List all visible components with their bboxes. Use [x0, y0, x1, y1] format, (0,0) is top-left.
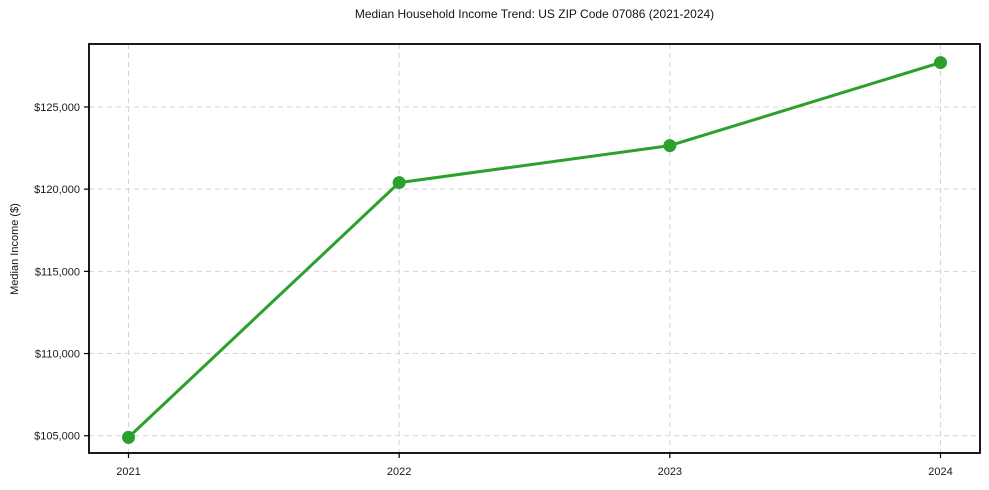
trend-line: [127, 61, 942, 439]
y-tick-label: $110,000: [35, 349, 80, 361]
data-point-2023: [663, 139, 677, 153]
data-point-2024: [934, 56, 947, 70]
y-axis-label: Median Income ($): [9, 203, 21, 295]
y-tick-label: $120,000: [34, 184, 80, 196]
x-tick-label: 2024: [928, 466, 952, 478]
y-tick-label: $105,000: [34, 431, 80, 443]
y-tick-label: $115,000: [35, 266, 80, 278]
data-point-2021: [122, 430, 135, 444]
data-point-2022: [392, 176, 406, 190]
x-tick-label: 2022: [387, 466, 411, 478]
x-tick-label: 2021: [116, 466, 140, 478]
plot-area: [89, 44, 980, 453]
chart-title: Median Household Income Trend: US ZIP Co…: [354, 7, 715, 21]
x-tick-label: 2023: [658, 466, 682, 478]
plot-border: [88, 43, 981, 454]
y-tick-label: $125,000: [34, 102, 80, 114]
